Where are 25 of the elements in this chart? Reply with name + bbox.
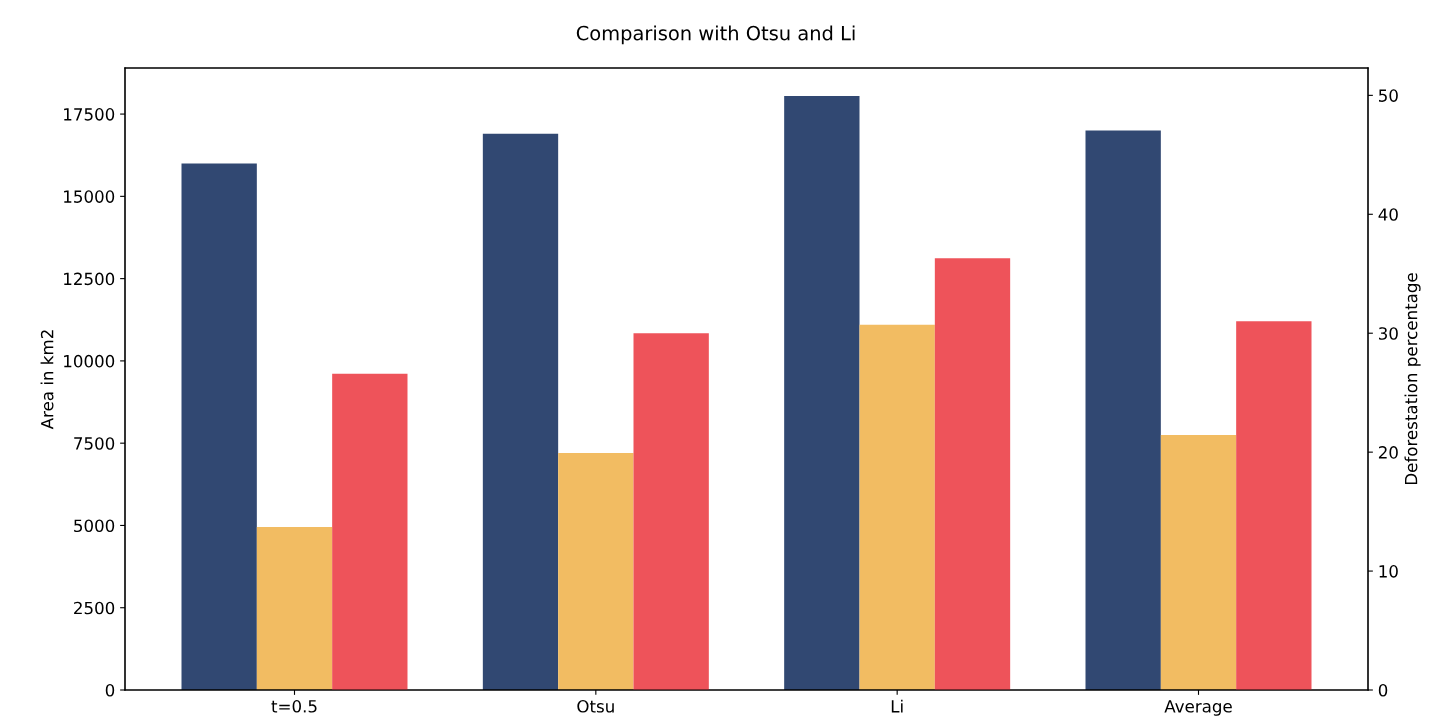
x-tick-label: Average [1164, 700, 1232, 716]
bar [784, 95, 860, 690]
y2-axis-title: Deforestation percentage [1404, 273, 1421, 485]
chart-title: Comparison with Otsu and Li [576, 25, 855, 45]
y-axis-title: Area in km2 [40, 330, 54, 430]
y-tick-label: 10000 [64, 354, 115, 368]
y2-tick-label: 30 [1378, 327, 1398, 340]
y-tick-label: 0 [105, 683, 115, 697]
x-tick-label: t=0.5 [271, 700, 317, 713]
y2-tick-label: 20 [1378, 446, 1398, 459]
y-tick-label: 17500 [64, 108, 115, 121]
bar [181, 163, 257, 690]
y-tick-label: 15000 [64, 190, 115, 203]
y2-tick-label: 50 [1379, 89, 1398, 102]
x-tick-label: Li [891, 699, 903, 713]
y2-tick-label: 40 [1378, 208, 1398, 221]
bar [1085, 130, 1161, 690]
y2-tick-label: 0 [1378, 683, 1388, 697]
y-tick-label: 2500 [74, 601, 115, 615]
bar [482, 133, 559, 690]
y-tick-label: 7500 [74, 437, 115, 450]
x-tick-label: Otsu [577, 700, 614, 713]
y-tick-label: 5000 [74, 519, 115, 533]
y-tick-label: 12500 [64, 272, 115, 286]
y2-tick-label: 10 [1379, 565, 1398, 578]
